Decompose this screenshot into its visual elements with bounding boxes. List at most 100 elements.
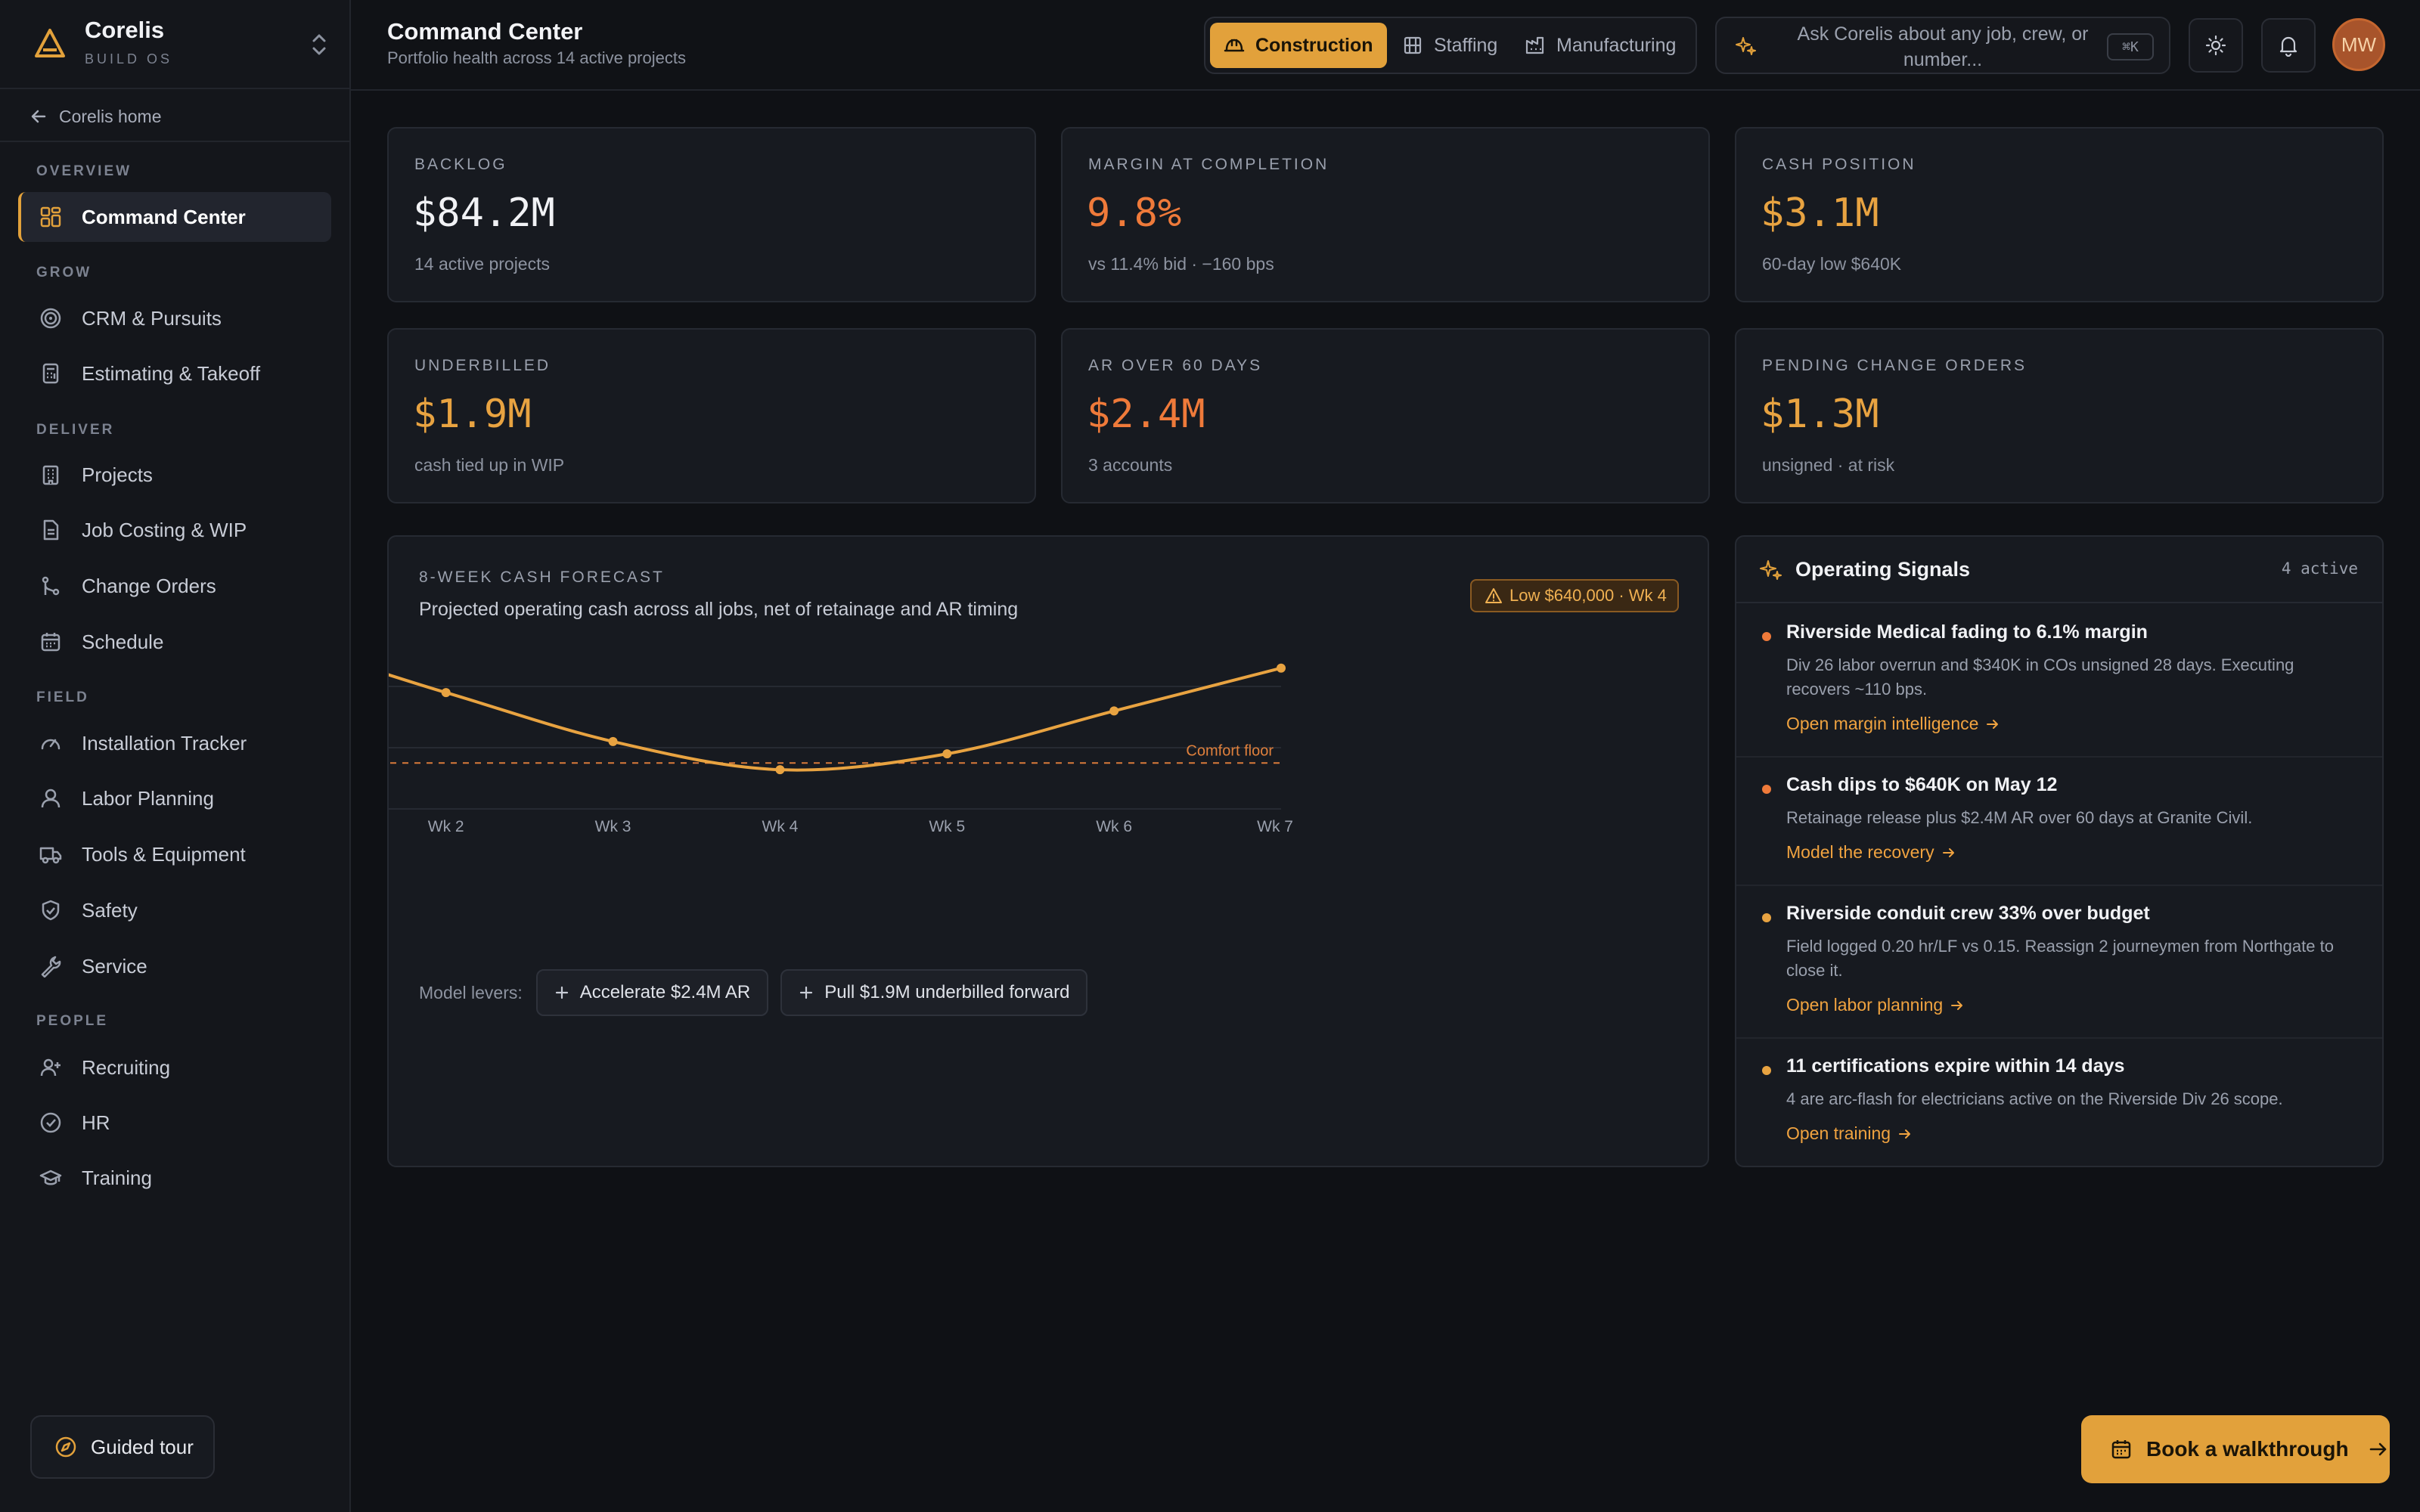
sidebar-item-label: Training: [82, 1166, 152, 1189]
arrow-left-icon: [31, 110, 46, 123]
notifications-button[interactable]: [2261, 18, 2316, 73]
pull-underbilled-button[interactable]: Pull $1.9M underbilled forward: [780, 969, 1088, 1016]
sidebar-item-label: Job Costing & WIP: [82, 518, 247, 541]
sidebar-item-label: Recruiting: [82, 1055, 171, 1079]
check-circle-icon: [40, 1112, 61, 1133]
guided-tour-button[interactable]: Guided tour: [30, 1415, 215, 1479]
plus-icon: [555, 986, 568, 999]
cta-label: Book a walkthrough: [2146, 1437, 2349, 1461]
building-icon: [42, 465, 59, 485]
sidebar-item-labor[interactable]: Labor Planning: [18, 773, 331, 823]
kpi-value: $2.4M: [1087, 392, 1205, 437]
signals-header: Operating Signals 4 active: [1736, 537, 2382, 603]
sidebar-item-estimating[interactable]: Estimating & Takeoff: [18, 349, 331, 398]
ask-corelis-search[interactable]: Ask Corelis about any job, crew, or numb…: [1715, 17, 2170, 74]
sidebar-item-safety[interactable]: Safety: [18, 885, 331, 935]
signal-description: 4 are arc-flash for electricians active …: [1786, 1089, 2283, 1108]
grid-icon: [40, 206, 61, 228]
levers-label: Model levers:: [419, 982, 523, 1002]
sidebar-item-projects[interactable]: Projects: [18, 450, 331, 500]
signal-link[interactable]: Open labor planning: [1786, 995, 1964, 1015]
signal-title: Cash dips to $640K on May 12: [1786, 774, 2058, 795]
x-tick-label: Wk 3: [595, 818, 631, 835]
brand-sub: BUILD OS: [85, 51, 173, 67]
sidebar-item-command-center[interactable]: Command Center: [18, 192, 331, 242]
sparkle-icon: [1736, 37, 1756, 55]
sidebar-item-label: Command Center: [82, 205, 246, 228]
warning-icon: [1485, 588, 1502, 603]
plus-icon: [800, 986, 813, 999]
sidebar-item-label: CRM & Pursuits: [82, 306, 222, 330]
sidebar-item-service[interactable]: Service: [18, 941, 331, 991]
cash-forecast-card: 8-WEEK CASH FORECAST Projected operating…: [387, 535, 1709, 1167]
section-grow: GROW: [36, 265, 92, 280]
sidebar: Corelis BUILD OS Corelis home OVERVIEW C…: [0, 0, 351, 1512]
sidebar-item-crm[interactable]: CRM & Pursuits: [18, 293, 331, 343]
building-icon: [1404, 36, 1422, 54]
industry-switcher: Construction Staffing Manufacturing: [1204, 17, 1697, 74]
kpi-card-backlog: BACKLOG $84.2M 14 active projects: [387, 127, 1036, 302]
sidebar-item-installation[interactable]: Installation Tracker: [18, 718, 331, 768]
chevron-up-down-icon[interactable]: [309, 32, 330, 57]
x-tick-label: Wk 6: [1096, 818, 1132, 835]
signal-link[interactable]: Model the recovery: [1786, 842, 1956, 863]
data-point: [608, 736, 618, 746]
signal-link[interactable]: Open training: [1786, 1123, 1912, 1144]
arrow-right-icon: [1987, 719, 1999, 729]
sidebar-item-change-orders[interactable]: Change Orders: [18, 561, 331, 611]
signal-description: Retainage release plus $2.4M AR over 60 …: [1786, 808, 2253, 827]
chart-title: 8-WEEK CASH FORECAST: [419, 569, 665, 586]
x-tick-label: Wk 2: [428, 818, 464, 835]
sidebar-item-label: Projects: [82, 463, 153, 486]
tab-construction[interactable]: Construction: [1210, 23, 1387, 68]
sidebar-item-recruiting[interactable]: Recruiting: [18, 1043, 331, 1092]
tab-manufacturing[interactable]: Manufacturing: [1511, 23, 1689, 68]
cash-forecast-chart: $0M$1M$2M$3M$4MNowWk 1Wk 2Wk 3Wk 4Wk 5Wk…: [389, 663, 1293, 835]
data-point: [942, 749, 952, 759]
sidebar-item-label: Tools & Equipment: [82, 842, 246, 866]
sidebar-item-label: Schedule: [82, 630, 164, 653]
brand-logo-icon: [35, 29, 65, 57]
home-label: Corelis home: [59, 106, 162, 126]
theme-toggle-button[interactable]: [2189, 18, 2243, 73]
kpi-label: MARGIN AT COMPLETION: [1088, 156, 1329, 173]
kpi-note: 3 accounts: [1088, 455, 1173, 475]
arrow-right-icon: [1899, 1129, 1911, 1139]
kpi-label: BACKLOG: [414, 156, 507, 173]
sidebar-item-label: Change Orders: [82, 574, 216, 597]
avatar[interactable]: MW: [2332, 18, 2385, 71]
sidebar-item-hr[interactable]: HR: [18, 1098, 331, 1148]
kpi-card-ar: AR OVER 60 DAYS $2.4M 3 accounts: [1061, 328, 1710, 503]
git-branch-icon: [42, 576, 60, 596]
sidebar-item-schedule[interactable]: Schedule: [18, 617, 331, 667]
accelerate-ar-button[interactable]: Accelerate $2.4M AR: [535, 969, 769, 1016]
kpi-label: UNDERBILLED: [414, 357, 551, 374]
kpi-note: 60-day low $640K: [1762, 254, 1902, 274]
calendar-icon: [2111, 1440, 2131, 1459]
operating-signals-panel: Operating Signals 4 active Riverside Med…: [1735, 535, 2384, 1167]
corelis-home-link[interactable]: Corelis home: [30, 103, 162, 130]
signal-link-label: Open labor planning: [1786, 995, 1944, 1015]
page-title: Command Center: [387, 18, 583, 45]
signal-dot: [1762, 1066, 1771, 1075]
tab-staffing[interactable]: Staffing: [1388, 23, 1511, 68]
sidebar-item-label: Estimating & Takeoff: [82, 361, 261, 385]
signal-title: 11 certifications expire within 14 days: [1786, 1055, 2125, 1077]
calendar-icon: [41, 633, 60, 652]
sidebar-item-job-costing[interactable]: Job Costing & WIP: [18, 505, 331, 555]
truck-icon: [39, 847, 62, 864]
kpi-label: CASH POSITION: [1762, 156, 1916, 173]
data-point: [1109, 706, 1119, 716]
signal-link[interactable]: Open margin intelligence: [1786, 714, 2000, 734]
signal-description: Div 26 labor overrun and $340K in COs un…: [1786, 655, 2294, 699]
section-overview: OVERVIEW: [36, 163, 132, 179]
factory-icon: [1525, 36, 1544, 54]
ask-placeholder[interactable]: Ask Corelis about any job, crew, or numb…: [1797, 23, 2089, 70]
badge-label: Low $640,000 · Wk 4: [1509, 586, 1667, 605]
brand-switcher[interactable]: Corelis BUILD OS: [0, 0, 349, 89]
compass-icon: [55, 1436, 76, 1458]
guided-tour-label: Guided tour: [91, 1435, 194, 1458]
sidebar-item-tools[interactable]: Tools & Equipment: [18, 829, 331, 879]
book-walkthrough-button[interactable]: Book a walkthrough: [2081, 1415, 2390, 1483]
sidebar-item-training[interactable]: Training: [18, 1153, 331, 1203]
